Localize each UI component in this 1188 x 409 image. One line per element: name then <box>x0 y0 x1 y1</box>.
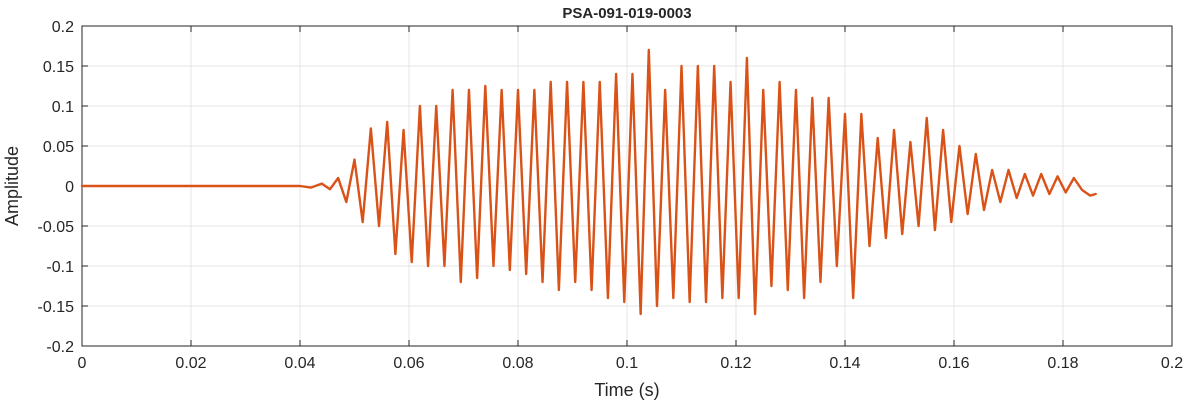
chart-title: PSA-091-019-0003 <box>562 5 691 22</box>
y-tick-label: -0.1 <box>46 259 74 276</box>
y-axis-label: Amplitude <box>2 146 22 226</box>
x-tick-label: 0.06 <box>393 355 424 372</box>
y-axis-tick-labels: -0.2 -0.15 -0.1 -0.05 0 0.05 0.1 0.15 0.2 <box>38 19 75 356</box>
x-tick-label: 0.12 <box>720 355 751 372</box>
x-tick-label: 0 <box>78 355 87 372</box>
x-tick-label: 0.1 <box>616 355 638 372</box>
y-tick-label: -0.05 <box>38 219 75 236</box>
y-tick-label: -0.15 <box>38 299 75 316</box>
series-line-0 <box>80 48 1097 316</box>
x-axis-label: Time (s) <box>594 380 659 400</box>
y-tick-label: 0.15 <box>43 59 74 76</box>
x-tick-label: 0.02 <box>175 355 206 372</box>
y-tick-label: 0.2 <box>52 19 74 36</box>
x-tick-label: 0.08 <box>502 355 533 372</box>
axis-ticks <box>81 25 1173 347</box>
x-tick-label: 0.18 <box>1047 355 1078 372</box>
y-tick-label: 0.1 <box>52 99 74 116</box>
series-group <box>80 48 1097 316</box>
x-axis-tick-labels: 0 0.02 0.04 0.06 0.08 0.1 0.12 0.14 0.16 0.18 0.2 <box>78 355 1184 372</box>
x-tick-label: 0.16 <box>938 355 969 372</box>
y-tick-label: -0.2 <box>46 339 74 356</box>
x-tick-label: 0.2 <box>1161 355 1183 372</box>
y-tick-label: 0.05 <box>43 139 74 156</box>
y-tick-label: 0 <box>65 179 74 196</box>
x-tick-label: 0.14 <box>829 355 860 372</box>
x-tick-label: 0.04 <box>284 355 315 372</box>
